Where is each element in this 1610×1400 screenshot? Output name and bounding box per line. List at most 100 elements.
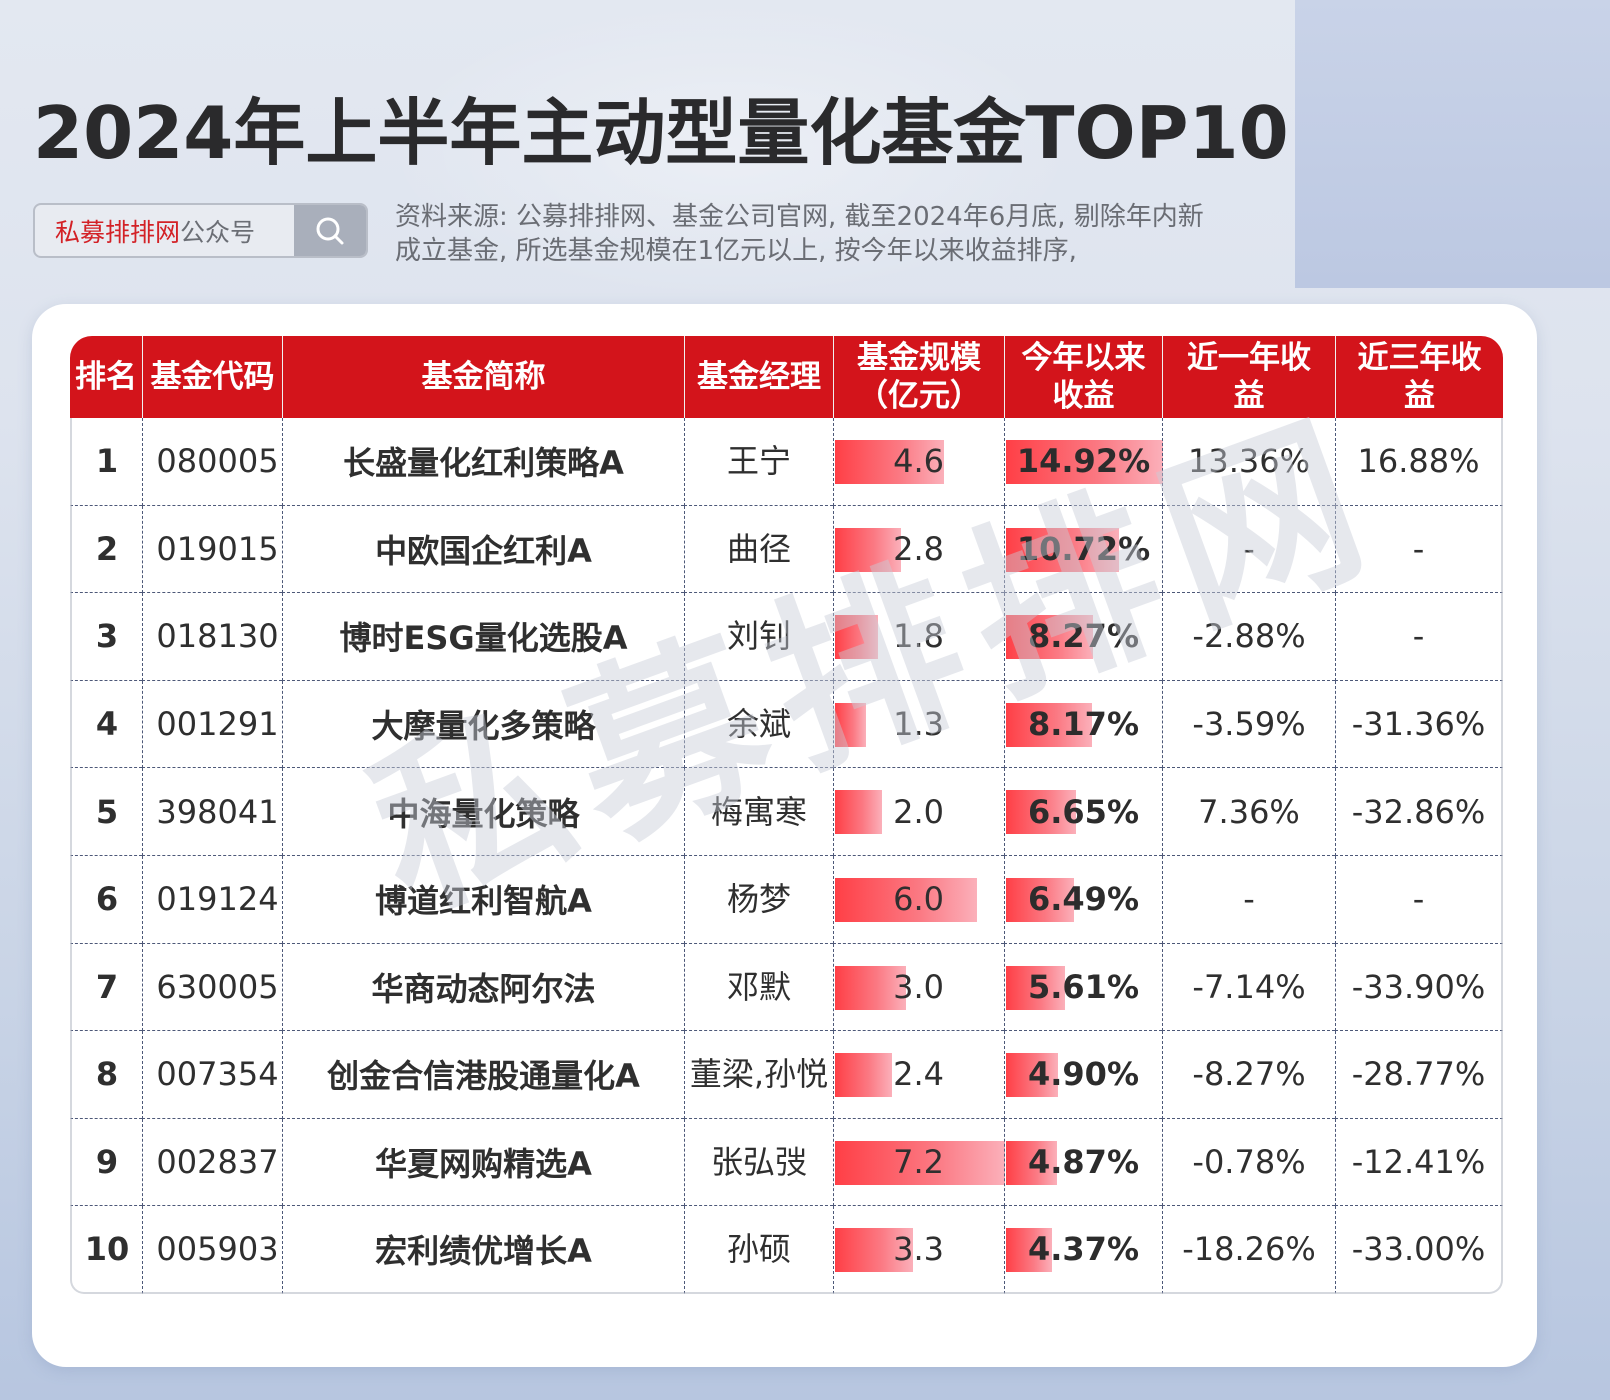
ytd-bar	[1006, 440, 1163, 484]
fund-code: 001291	[156, 705, 279, 744]
ytd-return: 6.49%	[1027, 880, 1139, 919]
header-1y-line2: 益	[1233, 378, 1265, 414]
fund-code: 007354	[156, 1055, 279, 1094]
ytd-return: 8.27%	[1027, 617, 1139, 656]
manager-cell: 刘钊	[684, 593, 833, 681]
ytd-cell: 10.72%	[1004, 505, 1162, 594]
fund-manager: 梅寓寒	[710, 792, 807, 831]
three-year-cell: 16.88%	[1335, 418, 1503, 506]
fund-name: 华夏网购精选A	[375, 1145, 592, 1184]
three-year-return: -	[1412, 529, 1425, 568]
three-year-return: -31.36%	[1351, 705, 1486, 744]
fund-code: 080005	[156, 442, 279, 481]
ytd-cell: 5.61%	[1004, 943, 1162, 1032]
ytd-cell: 4.90%	[1004, 1031, 1162, 1119]
size-bar	[835, 1053, 892, 1098]
rank: 2	[95, 529, 119, 568]
ytd-bar	[1006, 615, 1094, 660]
ytd-bar	[1006, 1228, 1052, 1273]
code-cell: 002837	[142, 1118, 282, 1207]
one-year-cell: -7.14%	[1162, 943, 1335, 1032]
search-icon	[316, 217, 344, 244]
ytd-cell: 6.49%	[1004, 855, 1162, 944]
table-row: 6 019124 博道红利智航A 杨梦 6.0 6.49% - -	[70, 855, 1503, 944]
size-cell: 6.0	[833, 855, 1004, 944]
code-cell: 005903	[142, 1206, 282, 1294]
ytd-bar	[1006, 1140, 1058, 1185]
ytd-return: 8.17%	[1027, 705, 1139, 744]
one-year-return: -7.14%	[1192, 967, 1306, 1006]
wechat-search-box[interactable]: 私募排排网 公众号	[33, 203, 368, 258]
three-year-return: -32.86%	[1351, 792, 1486, 831]
ytd-bar	[1006, 527, 1119, 572]
size-cell: 3.3	[833, 1206, 1004, 1294]
fund-manager: 张弘弢	[710, 1143, 807, 1182]
rank-cell: 1	[70, 418, 142, 506]
code-cell: 018130	[142, 593, 282, 681]
one-year-cell: -8.27%	[1162, 1031, 1335, 1119]
ytd-bar	[1006, 702, 1092, 747]
rank-cell: 5	[70, 768, 142, 856]
fund-code: 005903	[156, 1230, 279, 1269]
header-code: 基金代码	[142, 336, 282, 418]
header-3y: 近三年收益	[1335, 336, 1503, 418]
rank-cell: 7	[70, 943, 142, 1032]
ytd-cell: 8.17%	[1004, 680, 1162, 769]
size-cell: 2.0	[833, 768, 1004, 856]
ytd-return: 6.65%	[1027, 792, 1139, 831]
fund-size: 2.4	[893, 1055, 944, 1094]
one-year-cell: -18.26%	[1162, 1206, 1335, 1294]
name-cell: 宏利绩优增长A	[282, 1206, 684, 1294]
one-year-cell: 7.36%	[1162, 768, 1335, 856]
one-year-cell: 13.36%	[1162, 418, 1335, 506]
manager-cell: 孙硕	[684, 1206, 833, 1294]
size-bar	[835, 877, 977, 922]
fund-size: 1.3	[893, 705, 944, 744]
table-row: 4 001291 大摩量化多策略 余斌 1.3 8.17% -3.59% -31.36%	[70, 680, 1503, 769]
size-bar	[835, 702, 866, 747]
manager-cell: 余斌	[684, 680, 833, 769]
name-cell: 博时ESG量化选股A	[282, 593, 684, 681]
fund-name: 中欧国企红利A	[375, 531, 592, 570]
manager-cell: 曲径	[684, 505, 833, 594]
page-title: 2024年上半年主动型量化基金TOP10	[33, 91, 1289, 175]
header-size-line2: （亿元）	[857, 378, 981, 414]
one-year-cell: -0.78%	[1162, 1118, 1335, 1207]
one-year-cell: -2.88%	[1162, 593, 1335, 681]
fund-manager: 杨梦	[726, 880, 791, 919]
fund-code: 018130	[156, 617, 279, 656]
one-year-return: -8.27%	[1192, 1055, 1306, 1094]
one-year-cell: -	[1162, 505, 1335, 594]
rank-cell: 9	[70, 1118, 142, 1207]
ytd-bar	[1006, 790, 1076, 835]
ytd-return: 5.61%	[1027, 967, 1139, 1006]
code-cell: 007354	[142, 1031, 282, 1119]
fund-size: 3.0	[893, 967, 944, 1006]
rank-cell: 10	[70, 1206, 142, 1294]
three-year-return: -12.41%	[1351, 1143, 1486, 1182]
size-cell: 2.4	[833, 1031, 1004, 1119]
search-button[interactable]	[294, 205, 366, 256]
fund-size: 2.0	[893, 792, 944, 831]
manager-cell: 王宁	[684, 418, 833, 506]
one-year-cell: -3.59%	[1162, 680, 1335, 769]
fund-ranking-table: 排名 基金代码 基金简称 基金经理 基金规模 （亿元） 今年以来 收益 近一年收益 …	[70, 336, 1503, 1294]
three-year-return: 16.88%	[1357, 442, 1480, 481]
header-3y-line1: 近三年收	[1357, 340, 1482, 376]
table-body: 1 080005 长盛量化红利策略A 王宁 4.6 14.92% 13.36% 16.88% 2…	[70, 418, 1503, 1294]
table-row: 5 398041 中海量化策略 梅寓寒 2.0 6.65% 7.36% -32.86%	[70, 768, 1503, 856]
rank-cell: 4	[70, 680, 142, 769]
table-row: 2 019015 中欧国企红利A 曲径 2.8 10.72% - -	[70, 505, 1503, 594]
header-name: 基金简称	[282, 336, 684, 418]
ytd-bar	[1006, 965, 1066, 1010]
size-cell: 1.3	[833, 680, 1004, 769]
fund-name: 宏利绩优增长A	[375, 1232, 592, 1271]
three-year-cell: -32.86%	[1335, 768, 1503, 856]
rank: 10	[84, 1230, 130, 1269]
header-ytd-line1: 今年以来	[1021, 340, 1146, 376]
size-bar	[835, 1140, 1005, 1185]
table-row: 8 007354 创金合信港股通量化A 董梁,孙悦 2.4 4.90% -8.27% -28.…	[70, 1031, 1503, 1119]
name-cell: 中欧国企红利A	[282, 505, 684, 594]
manager-cell: 董梁,孙悦	[684, 1031, 833, 1119]
fund-size: 1.8	[893, 617, 944, 656]
